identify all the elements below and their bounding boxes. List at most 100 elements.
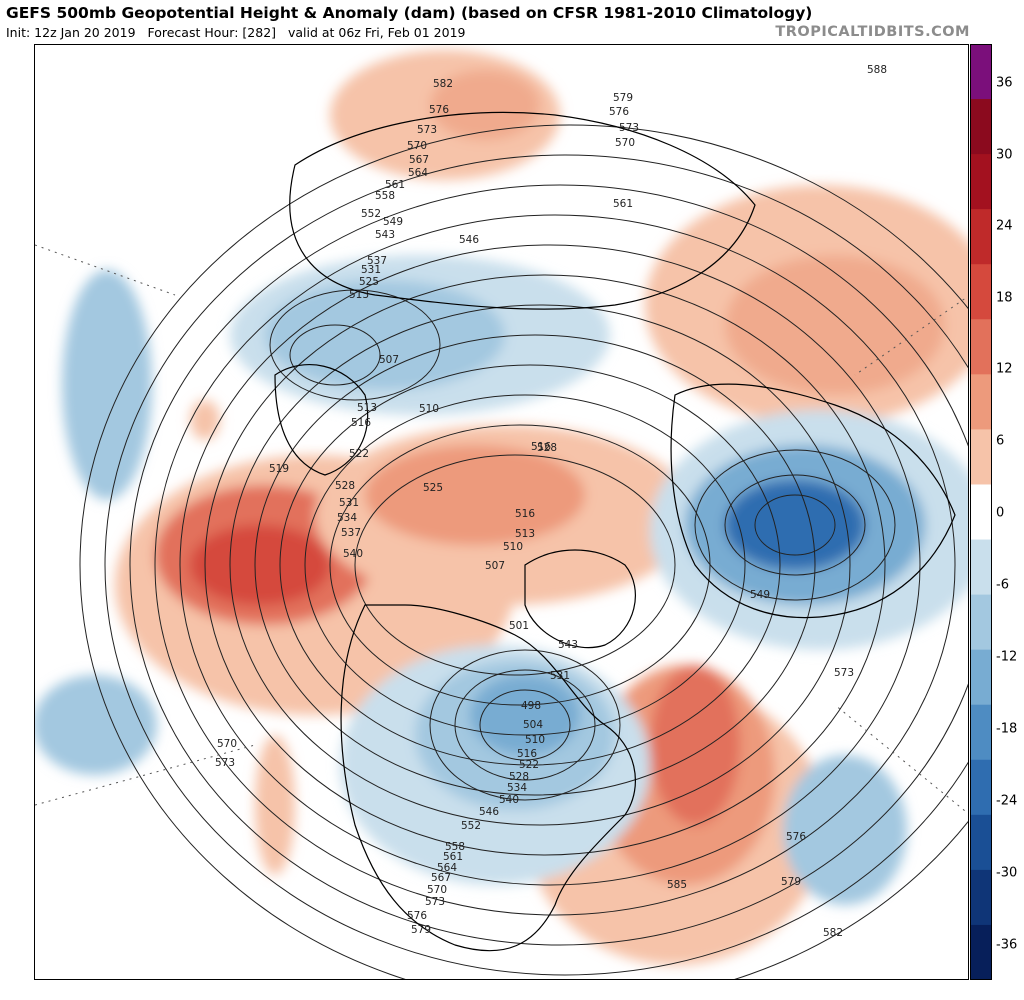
contour-label: 570 [427,884,447,896]
contour-label: 522 [519,759,539,771]
contour-label: 561 [385,179,405,191]
anomaly-siberia-ridge-core [365,445,585,545]
contour-label: 564 [437,862,457,874]
contour-siberia-low [289,324,381,386]
contour-label: 552 [461,820,481,832]
colorbar-segment [970,374,992,430]
colorbar-tick: 0 [996,505,1005,521]
colorbar-tick: -18 [996,721,1018,737]
chart-title: GEFS 500mb Geopotential Height & Anomaly… [6,4,813,22]
colorbar-segment [970,429,992,485]
contour-label: 573 [619,122,639,134]
contour-labels: 582 579 576 576 573 573 570 570 567 564 … [215,64,887,939]
contour-label: 573 [425,896,445,908]
contour-hudson-low [454,669,596,781]
contour-label: 510 [525,734,545,746]
colorbar-segment [970,924,992,980]
colorbar-tick: -30 [996,865,1018,881]
contour-label: 546 [459,234,479,246]
contour-label: 516 [351,417,371,429]
colorbar-segment [970,209,992,265]
anomaly-atlantic-ridge-core [650,665,740,825]
init-time: Init: 12z Jan 20 2019 [6,25,136,40]
colorbar-segment [970,484,992,541]
contour-label: 579 [411,924,431,936]
contour-label: 513 [349,289,369,301]
contour-label: 528 [335,480,355,492]
colorbar-segment [970,99,992,155]
watermark: TROPICALTIDBITS.COM [775,24,970,40]
colorbar-tick: 36 [996,75,1013,91]
contour-label: 543 [558,639,578,651]
anomaly-east-pacific-low [35,675,157,775]
contour-label: 537 [367,255,387,267]
colorbar-tick: 12 [996,361,1013,377]
colorbar-tick: -6 [996,577,1009,593]
contour-label: 561 [443,851,463,863]
contour-label: 570 [217,738,237,750]
contour-label: 519 [269,463,289,475]
coastlines [274,111,956,952]
contour-label: 588 [867,64,887,76]
anomaly-asia-ridge-core [725,255,945,395]
contour-ring [129,184,968,946]
contour-label: 576 [429,104,449,116]
colorbar-segment [970,869,992,926]
contour-label: 531 [550,670,570,682]
contour-label: 534 [337,512,357,524]
contour-ring [229,304,851,826]
contour-label: 549 [750,589,770,601]
contour-label: 558 [445,841,465,853]
contour-label: 579 [613,92,633,104]
contour-label: 576 [609,106,629,118]
colorbar-tick: -12 [996,649,1018,665]
contour-label: 516 [515,508,535,520]
map-canvas: 582 579 576 576 573 573 570 570 567 564 … [35,50,968,979]
contour-label: 582 [823,927,843,939]
valid-time: valid at 06z Fri, Feb 01 2019 [287,25,466,40]
contour-label: 546 [479,806,499,818]
colorbar-tick: 30 [996,147,1013,163]
contour-label: 552 [361,208,381,220]
colorbar-segment [970,44,992,100]
contour-label: 525 [359,276,379,288]
contour-label: 576 [786,831,806,843]
contour-label: 567 [431,872,451,884]
forecast-hour: Forecast Hour: [282] [147,25,277,40]
contour-label: 522 [349,448,369,460]
contour-ring [279,364,781,766]
contour-label: 573 [417,124,437,136]
contour-label: 528 [509,771,529,783]
contour-label: 531 [361,264,381,276]
colorbar-tick: 6 [996,433,1005,449]
contour-label: 537 [341,527,361,539]
colorbar-segment [970,594,992,651]
anomaly-atlantic-low [783,755,907,905]
contour-label: 576 [407,910,427,922]
contour-europe-low [694,449,896,601]
colorbar-segment [970,154,992,210]
colorbar-border [970,44,992,980]
asia-coast [289,111,756,310]
contour-label: 561 [613,198,633,210]
contour-ring [354,454,676,676]
contour-label: 534 [507,782,527,794]
europe-coast [670,383,956,619]
contour-label: 513 [515,528,535,540]
colorbar-segment [970,264,992,320]
chart-subtitle: Init: 12z Jan 20 2019 Forecast Hour: [28… [6,25,465,40]
colorbar-segment [970,759,992,816]
anomaly-alaska-ridge-core [190,525,330,605]
contour-label: 531 [339,497,359,509]
anomaly-hudson-trough-core [470,675,580,755]
contour-label: 540 [499,794,519,806]
anomaly-siberia-trough-core [265,280,505,390]
colorbar-tick: -36 [996,937,1018,953]
anomaly-small-ridge [190,400,220,440]
colorbar-tick: 18 [996,290,1013,306]
contour-ring [104,154,968,976]
colorbar-segment [970,319,992,375]
contour-label: 573 [215,757,235,769]
anomaly-shading [35,50,968,965]
colorbar-segment [970,814,992,871]
